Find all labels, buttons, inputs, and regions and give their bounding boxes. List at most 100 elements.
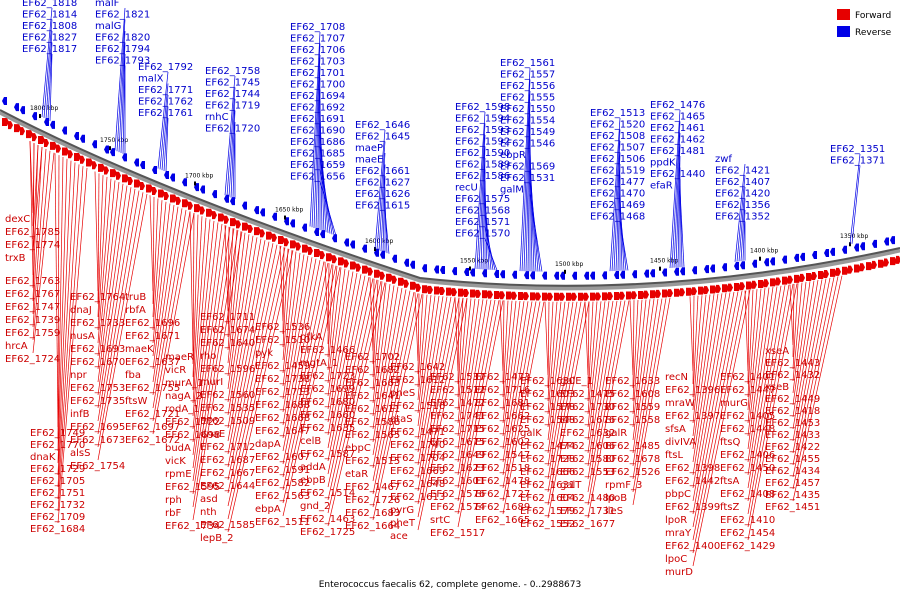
forward-gene-label: etaS <box>390 414 413 425</box>
forward-gene-label: EF62_1410 <box>720 515 775 526</box>
reverse-gene-label: recU <box>455 183 478 194</box>
forward-gene-label: rho <box>200 351 216 362</box>
forward-leader-line <box>632 297 671 506</box>
reverse-gene <box>482 269 487 278</box>
forward-leader-line <box>97 183 124 383</box>
forward-gene <box>260 229 265 238</box>
forward-leader-line <box>97 173 100 305</box>
reverse-gene-label: EF62_1771 <box>138 85 193 96</box>
forward-leader-line <box>327 279 378 501</box>
forward-gene-label: EF62_1673 <box>70 435 125 446</box>
reverse-leader-line <box>157 71 169 169</box>
forward-leader-line <box>584 301 589 376</box>
forward-gene-label: EF62_1560 <box>200 390 255 401</box>
forward-gene-label: EF62_1433 <box>765 430 820 441</box>
forward-gene-label: xseA <box>765 346 789 357</box>
reverse-gene-label: EF62_1690 <box>290 126 345 137</box>
forward-leader-line <box>792 282 803 382</box>
forward-gene-label: EF62_1526 <box>605 467 660 478</box>
forward-gene <box>92 161 97 170</box>
reverse-gene-label: EF62_1508 <box>590 131 645 142</box>
forward-leader-line <box>747 283 794 528</box>
forward-leader-line <box>227 226 230 325</box>
forward-leader-line <box>502 301 545 515</box>
reverse-gene <box>320 230 325 239</box>
forward-gene-label: EF62_1753 <box>70 383 125 394</box>
forward-gene-label: EF62_1537 <box>430 372 485 383</box>
forward-leader-line <box>747 289 754 398</box>
forward-gene <box>134 179 141 188</box>
forward-gene-label: EF62_1675 <box>430 437 485 448</box>
forward-leader-line <box>792 276 839 490</box>
forward-leader-line <box>227 237 258 416</box>
forward-leader-line <box>747 286 774 463</box>
reverse-gene <box>200 185 205 194</box>
forward-leader-line <box>629 300 634 376</box>
reverse-gene-label: malF <box>95 0 120 9</box>
forward-gene <box>266 231 273 240</box>
forward-leader-line <box>372 278 375 365</box>
forward-gene-label: ebpB <box>300 475 326 486</box>
tick-label: 1550 kbp <box>460 257 488 264</box>
forward-leader-line <box>94 171 99 292</box>
forward-gene <box>74 153 81 162</box>
reverse-gene-label: galM <box>500 185 524 196</box>
forward-gene <box>68 150 73 159</box>
reverse-gene <box>500 270 505 279</box>
forward-gene <box>584 292 589 301</box>
forward-gene <box>782 276 789 285</box>
reverse-gene <box>572 271 577 280</box>
forward-gene-label: EF62_1582 <box>255 478 310 489</box>
reverse-leader-line <box>519 67 531 272</box>
forward-gene-label: ftsZ <box>720 502 739 513</box>
forward-gene-label: EF62_1677 <box>560 519 615 530</box>
forward-gene <box>650 290 657 299</box>
forward-gene-label: EF62_1408 <box>720 489 775 500</box>
forward-leader-line <box>587 301 602 428</box>
forward-leader-line <box>792 280 815 418</box>
forward-gene-label: rbfA <box>125 305 146 316</box>
forward-leader-line <box>149 195 154 292</box>
forward-gene <box>656 289 661 298</box>
reverse-leader-line <box>609 117 621 272</box>
reverse-gene-label: EF62_1352 <box>715 212 770 223</box>
reverse-leader-line <box>478 134 486 270</box>
forward-gene-label: EF62_1715 <box>430 424 485 435</box>
reverse-gene <box>2 97 7 106</box>
forward-leader-line <box>327 270 350 410</box>
forward-leader-line <box>632 299 655 454</box>
forward-gene-label: EF62_1722 <box>165 417 220 428</box>
forward-gene-label: EF62_1588 <box>345 417 400 428</box>
forward-leader-line <box>692 290 743 541</box>
reverse-leader-line <box>118 30 126 153</box>
reverse-gene <box>104 145 109 154</box>
forward-gene-label: EF62_1697 <box>125 422 180 433</box>
forward-gene-label: EF62_1471 <box>390 427 445 438</box>
reverse-leader-line <box>380 164 386 252</box>
reverse-gene-label: EF62_1477 <box>590 177 645 188</box>
forward-gene <box>338 257 345 266</box>
reverse-leader-line <box>521 79 531 272</box>
forward-gene <box>500 291 505 300</box>
forward-leader-line <box>587 300 622 493</box>
forward-gene <box>200 206 205 215</box>
forward-leader-line <box>417 297 456 492</box>
forward-leader-line <box>192 222 219 443</box>
legend-forward-swatch <box>837 9 850 20</box>
forward-gene <box>278 236 285 245</box>
gene-labels: EF62_1818EF62_1814EF62_1808EF62_1827EF62… <box>5 0 885 578</box>
forward-gene-label: EF62_1672 <box>125 435 180 446</box>
forward-leader-line <box>792 281 811 406</box>
forward-gene-label: EF62_1400 <box>665 541 720 552</box>
forward-gene-label: pheS <box>390 388 415 399</box>
reverse-gene-label: EF62_1555 <box>500 93 555 104</box>
forward-gene-label: EF62_1709 <box>30 512 85 523</box>
forward-leader-line <box>792 283 799 370</box>
forward-gene-label: EF62_1713 <box>255 387 310 398</box>
forward-gene-label: ftsL <box>665 450 683 461</box>
reverse-gene-label: EF62_1720 <box>205 124 260 135</box>
tick-mark <box>469 266 471 271</box>
forward-leader-line <box>372 284 391 417</box>
reverse-gene-label: EF62_1507 <box>590 143 645 154</box>
tick-mark <box>284 215 286 220</box>
